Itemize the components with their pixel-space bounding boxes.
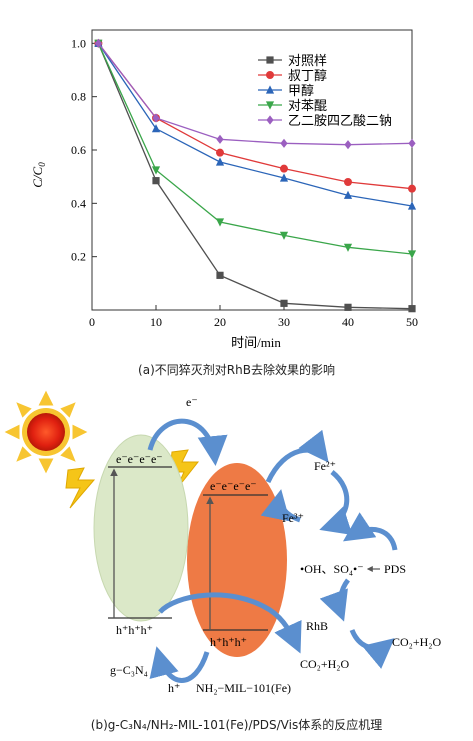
data-point <box>152 113 160 123</box>
data-point <box>279 231 289 240</box>
nh2-mil-label: NH₂−MIL−101(Fe) <box>196 681 291 695</box>
plot-frame <box>91 29 413 311</box>
data-point <box>344 140 352 150</box>
data-point <box>265 85 275 94</box>
data-point <box>266 56 274 64</box>
data-point <box>265 101 275 110</box>
data-point <box>266 115 274 125</box>
g-c3n4-label: g−C₃N₄ <box>110 663 148 677</box>
x-tick-label: 30 <box>278 315 290 329</box>
data-point <box>151 166 161 175</box>
y-tick-label: 0.6 <box>71 143 86 157</box>
data-point <box>151 124 161 133</box>
data-point <box>407 201 417 210</box>
pds-label: PDS <box>384 562 406 576</box>
hole-transfer-arrow <box>149 646 210 683</box>
legend-label: 叔丁醇 <box>288 68 327 84</box>
legend-label: 对苯醌 <box>288 99 327 114</box>
data-point <box>216 271 224 279</box>
series-group <box>94 38 417 210</box>
x-tick-label: 50 <box>406 315 418 329</box>
pds-activation-arrow <box>343 512 398 551</box>
y-axis-label-sub: 0 <box>37 162 47 167</box>
co2-right-label: CO₂+H₂O <box>392 635 441 649</box>
data-point <box>216 148 224 157</box>
rhb-to-co2-arrow <box>349 628 395 669</box>
series-line <box>97 43 413 255</box>
h-plus-label: h⁺ <box>168 681 180 695</box>
quencher-line-chart: 0 10 20 30 40 50 0.2 0.4 0.6 0.8 1.0 对照样叔丁醇甲醇对苯醌乙二… <box>30 29 418 350</box>
fe-cycle-arrow-right <box>319 470 353 535</box>
chart-axes: 0 10 20 30 40 50 0.2 0.4 0.6 0.8 1.0 <box>71 29 418 329</box>
electron-transfer-arrow <box>147 418 228 466</box>
data-point <box>152 177 160 185</box>
x-tick-label: 20 <box>214 315 226 329</box>
figure-caption-a: (a)不同猝灭剂对RhB去除效果的影响 <box>138 363 335 377</box>
series-line <box>97 42 413 207</box>
legend-label: 对照样 <box>288 54 327 69</box>
sun-icon <box>4 390 88 474</box>
data-point <box>343 243 353 252</box>
fe2-label: Fe²⁺ <box>314 459 336 473</box>
data-point <box>280 164 288 173</box>
data-point <box>94 38 102 48</box>
fe-cycle-arrow-top <box>265 429 329 484</box>
data-point <box>408 184 416 193</box>
rhb-label: RhB <box>306 619 328 633</box>
cb-electrons-orange: e⁻e⁻e⁻e⁻ <box>210 479 257 493</box>
data-point <box>215 218 225 227</box>
series-line <box>97 43 413 310</box>
vb-holes-green: h⁺h⁺h⁺ <box>116 623 153 637</box>
mechanism-diagram: e⁻e⁻e⁻e⁻ e⁻e⁻e⁻e⁻ h⁺h⁺h⁺ h⁺h⁺h⁺ e⁻ Fe²⁺ … <box>4 390 441 695</box>
fe-cycle-arrow-left <box>260 489 301 523</box>
data-point <box>216 134 224 144</box>
data-point <box>280 299 288 307</box>
y-tick-label: 0.8 <box>71 90 86 104</box>
series-line <box>97 42 413 146</box>
data-point <box>344 178 352 186</box>
hole-oxidation-arrow <box>158 592 302 654</box>
radicals-label: •OH、SO₄•⁻ <box>300 562 364 576</box>
lightning-bolt-icon <box>65 467 96 509</box>
data-point <box>266 71 274 79</box>
cb-electrons-green: e⁻e⁻e⁻e⁻ <box>116 452 163 466</box>
co2-mid-label: CO₂+H₂O <box>300 657 349 671</box>
x-tick-label: 0 <box>89 315 95 329</box>
fe3-label: Fe³⁺ <box>282 511 304 525</box>
legend-label: 甲醇 <box>288 83 314 99</box>
g-c3n4-particle <box>93 434 189 622</box>
vb-holes-orange: h⁺h⁺h⁺ <box>210 635 247 649</box>
series-group <box>94 39 416 313</box>
x-tick-label: 40 <box>342 315 354 329</box>
y-tick-label: 0.4 <box>71 196 86 210</box>
radical-to-rhb-arrow <box>319 578 351 622</box>
data-point <box>408 138 416 148</box>
figure-caption-b: (b)g-C₃N₄/NH₂-MIL-101(Fe)/PDS/Vis体系的反应机理 <box>90 718 383 732</box>
y-axis-label-main: C/C <box>30 166 45 187</box>
legend-label: 乙二胺四乙酸二钠 <box>288 114 392 129</box>
data-point <box>344 303 352 311</box>
chart-series <box>94 38 417 313</box>
data-point <box>215 157 225 166</box>
y-axis-label: C/C0 <box>30 162 47 188</box>
data-point <box>280 138 288 148</box>
y-tick-label: 0.2 <box>71 250 86 264</box>
data-point <box>407 250 417 259</box>
x-axis-label: 时间/min <box>231 335 281 350</box>
electron-transfer-label: e⁻ <box>186 395 198 409</box>
y-tick-label: 1.0 <box>71 36 86 50</box>
data-point <box>343 190 353 199</box>
series-group <box>94 38 416 150</box>
data-point <box>408 305 416 313</box>
data-point <box>279 173 289 182</box>
x-tick-label: 10 <box>150 315 162 329</box>
